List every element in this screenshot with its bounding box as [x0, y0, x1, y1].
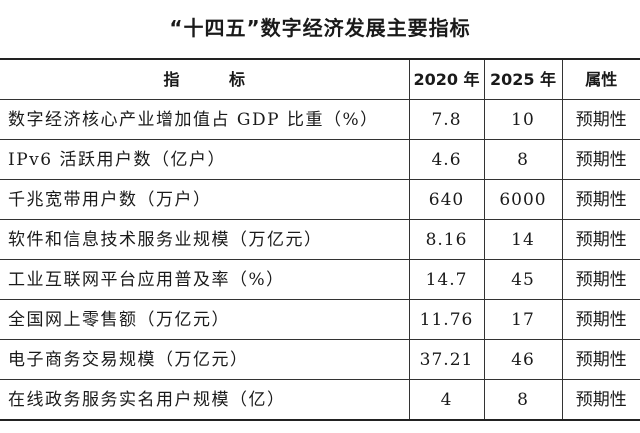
cell-2020: 37.21 — [408, 339, 485, 380]
header-2020: 2020 年 — [408, 58, 485, 100]
cell-attribute: 预期性 — [561, 379, 640, 421]
cell-attribute: 预期性 — [561, 219, 640, 260]
cell-2025: 17 — [483, 299, 563, 340]
cell-indicator: 千兆宽带用户数（万户） — [0, 179, 410, 220]
cell-attribute: 预期性 — [561, 259, 640, 300]
header-2025: 2025 年 — [483, 58, 563, 100]
cell-2025: 10 — [483, 99, 563, 140]
header-indicator: 指 标 — [0, 58, 410, 100]
cell-2025: 45 — [483, 259, 563, 300]
cell-indicator: 工业互联网平台应用普及率（%） — [0, 259, 410, 300]
table-row: 数字经济核心产业增加值占 GDP 比重（%） 7.8 10 预期性 — [0, 99, 640, 140]
cell-2020: 8.16 — [408, 219, 485, 260]
cell-indicator: IPv6 活跃用户数（亿户） — [0, 139, 410, 180]
cell-2020: 14.7 — [408, 259, 485, 300]
cell-2025: 8 — [483, 379, 563, 421]
cell-indicator: 在线政务服务实名用户规模（亿） — [0, 379, 410, 421]
header-indicator-label: 指 标 — [163, 69, 268, 89]
table-row: 全国网上零售额（万亿元） 11.76 17 预期性 — [0, 299, 640, 340]
cell-attribute: 预期性 — [561, 139, 640, 180]
table-row: 在线政务服务实名用户规模（亿） 4 8 预期性 — [0, 379, 640, 421]
indicators-table: 指 标 2020 年 2025 年 属性 数字经济核心产业增加值占 GDP 比重… — [0, 58, 640, 421]
cell-attribute: 预期性 — [561, 339, 640, 380]
table-header-row: 指 标 2020 年 2025 年 属性 — [0, 58, 640, 100]
cell-2025: 46 — [483, 339, 563, 380]
cell-2020: 4.6 — [408, 139, 485, 180]
cell-indicator: 数字经济核心产业增加值占 GDP 比重（%） — [0, 99, 410, 140]
cell-2020: 640 — [408, 179, 485, 220]
cell-indicator: 软件和信息技术服务业规模（万亿元） — [0, 219, 410, 260]
table-row: 千兆宽带用户数（万户） 640 6000 预期性 — [0, 179, 640, 220]
cell-indicator: 全国网上零售额（万亿元） — [0, 299, 410, 340]
cell-2020: 7.8 — [408, 99, 485, 140]
cell-indicator: 电子商务交易规模（万亿元） — [0, 339, 410, 380]
cell-2020: 4 — [408, 379, 485, 421]
cell-attribute: 预期性 — [561, 299, 640, 340]
cell-attribute: 预期性 — [561, 179, 640, 220]
cell-attribute: 预期性 — [561, 99, 640, 140]
table-row: IPv6 活跃用户数（亿户） 4.6 8 预期性 — [0, 139, 640, 180]
cell-2025: 6000 — [483, 179, 563, 220]
cell-2020: 11.76 — [408, 299, 485, 340]
cell-2025: 8 — [483, 139, 563, 180]
header-attribute: 属性 — [561, 58, 640, 100]
cell-2025: 14 — [483, 219, 563, 260]
page-title: “十四五”数字经济发展主要指标 — [169, 16, 471, 40]
table-row: 软件和信息技术服务业规模（万亿元） 8.16 14 预期性 — [0, 219, 640, 260]
table-row: 工业互联网平台应用普及率（%） 14.7 45 预期性 — [0, 259, 640, 300]
table-row: 电子商务交易规模（万亿元） 37.21 46 预期性 — [0, 339, 640, 380]
